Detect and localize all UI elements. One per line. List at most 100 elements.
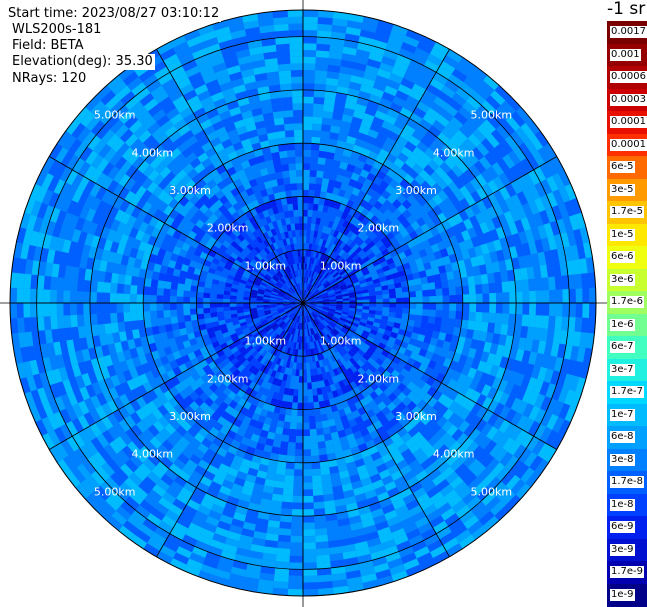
range-gate-cell	[267, 465, 277, 474]
range-gate-cell	[386, 515, 401, 527]
range-gate-cell	[128, 227, 139, 239]
range-gate-cell	[442, 537, 459, 551]
range-gate-cell	[129, 181, 142, 195]
range-gate-cell	[535, 290, 543, 303]
range-gate-cell	[77, 414, 90, 430]
range-gate-cell	[221, 457, 233, 468]
range-gate-cell	[313, 290, 320, 296]
range-gate-cell	[78, 161, 91, 177]
range-gate-cell	[303, 522, 315, 530]
range-gate-cell	[518, 230, 529, 245]
range-gate-cell	[426, 486, 440, 499]
range-gate-cell	[327, 533, 341, 542]
range-gate-cell	[191, 279, 199, 287]
range-gate-cell	[349, 300, 357, 303]
range-gate-cell	[233, 259, 242, 267]
range-gate-cell	[71, 363, 82, 378]
range-gate-cell	[117, 273, 126, 285]
range-gate-cell	[495, 366, 506, 380]
range-gate-cell	[416, 206, 427, 217]
range-gate-cell	[342, 550, 357, 560]
range-gate-cell	[447, 98, 463, 112]
range-gate-cell	[216, 289, 225, 295]
range-gate-cell	[478, 156, 492, 170]
range-gate-cell	[37, 316, 45, 331]
range-gate-cell	[269, 305, 277, 309]
range-gate-cell	[209, 307, 217, 313]
range-gate-cell	[459, 268, 468, 278]
range-gate-cell	[406, 343, 415, 352]
range-gate-cell	[184, 189, 195, 201]
range-gate-cell	[92, 335, 102, 348]
range-gate-cell	[68, 240, 78, 255]
range-gate-cell	[323, 233, 330, 241]
range-gate-cell	[197, 256, 206, 265]
range-gate-cell	[142, 134, 156, 148]
range-gate-cell	[487, 412, 500, 427]
range-gate-cell	[187, 265, 196, 274]
range-gate-cell	[308, 328, 312, 336]
range-gate-cell	[417, 71, 433, 84]
range-gate-cell	[436, 355, 446, 366]
range-gate-cell	[376, 463, 388, 474]
range-gate-cell	[358, 336, 367, 343]
range-gate-cell	[314, 293, 322, 298]
range-gate-cell	[518, 361, 529, 376]
range-gate-cell	[372, 116, 385, 127]
range-gate-cell	[300, 342, 303, 350]
range-gate-cell	[349, 216, 358, 225]
range-gate-cell	[321, 225, 328, 234]
range-gate-cell	[476, 486, 492, 501]
range-gate-cell	[588, 303, 596, 319]
range-gate-cell	[327, 311, 335, 315]
range-gate-cell	[303, 436, 311, 443]
range-gate-cell	[275, 561, 290, 569]
range-gate-cell	[251, 329, 259, 336]
range-gate-cell	[327, 291, 335, 295]
range-gate-cell	[505, 494, 521, 511]
range-gate-cell	[315, 534, 329, 543]
range-gate-cell	[118, 406, 130, 420]
range-gate-cell	[527, 420, 541, 437]
range-gate-cell	[465, 329, 474, 339]
range-gate-cell	[219, 441, 231, 452]
range-gate-cell	[307, 294, 314, 299]
range-gate-cell	[308, 355, 313, 363]
range-gate-cell	[294, 335, 298, 343]
range-gate-cell	[352, 243, 360, 252]
range-gate-cell	[500, 323, 509, 336]
range-gate-cell	[90, 490, 106, 506]
range-gate-cell	[216, 491, 230, 502]
range-gate-cell	[486, 166, 499, 180]
range-gate-cell	[353, 227, 362, 236]
range-gate-cell	[53, 341, 62, 356]
range-gate-cell	[287, 588, 303, 596]
range-gate-cell	[313, 310, 320, 316]
range-gate-cell	[322, 487, 334, 496]
range-gate-cell	[336, 239, 343, 248]
range-gate-cell	[334, 335, 341, 343]
range-gate-cell	[212, 437, 224, 448]
range-gate-cell	[270, 369, 277, 378]
range-gate-cell	[209, 458, 222, 470]
range-gate-cell	[352, 210, 362, 220]
range-gate-cell	[330, 38, 345, 47]
range-gate-cell	[256, 362, 264, 371]
range-gate-cell	[303, 256, 306, 264]
range-gate-cell	[312, 311, 318, 318]
range-gate-cell	[205, 432, 216, 443]
range-gate-cell	[185, 271, 194, 280]
range-gate-cell	[197, 443, 209, 454]
range-gate-cell	[375, 357, 384, 366]
range-gate-cell	[455, 62, 472, 77]
range-gate-cell	[303, 542, 316, 550]
range-gate-cell	[277, 393, 284, 401]
range-gate-cell	[552, 400, 565, 417]
range-gate-cell	[257, 436, 267, 445]
range-gate-cell	[233, 477, 246, 487]
range-gate-cell	[412, 345, 422, 355]
range-gate-cell	[305, 315, 309, 323]
range-gate-cell	[480, 243, 490, 255]
range-gate-cell	[209, 222, 219, 232]
range-gate-cell	[298, 303, 303, 308]
